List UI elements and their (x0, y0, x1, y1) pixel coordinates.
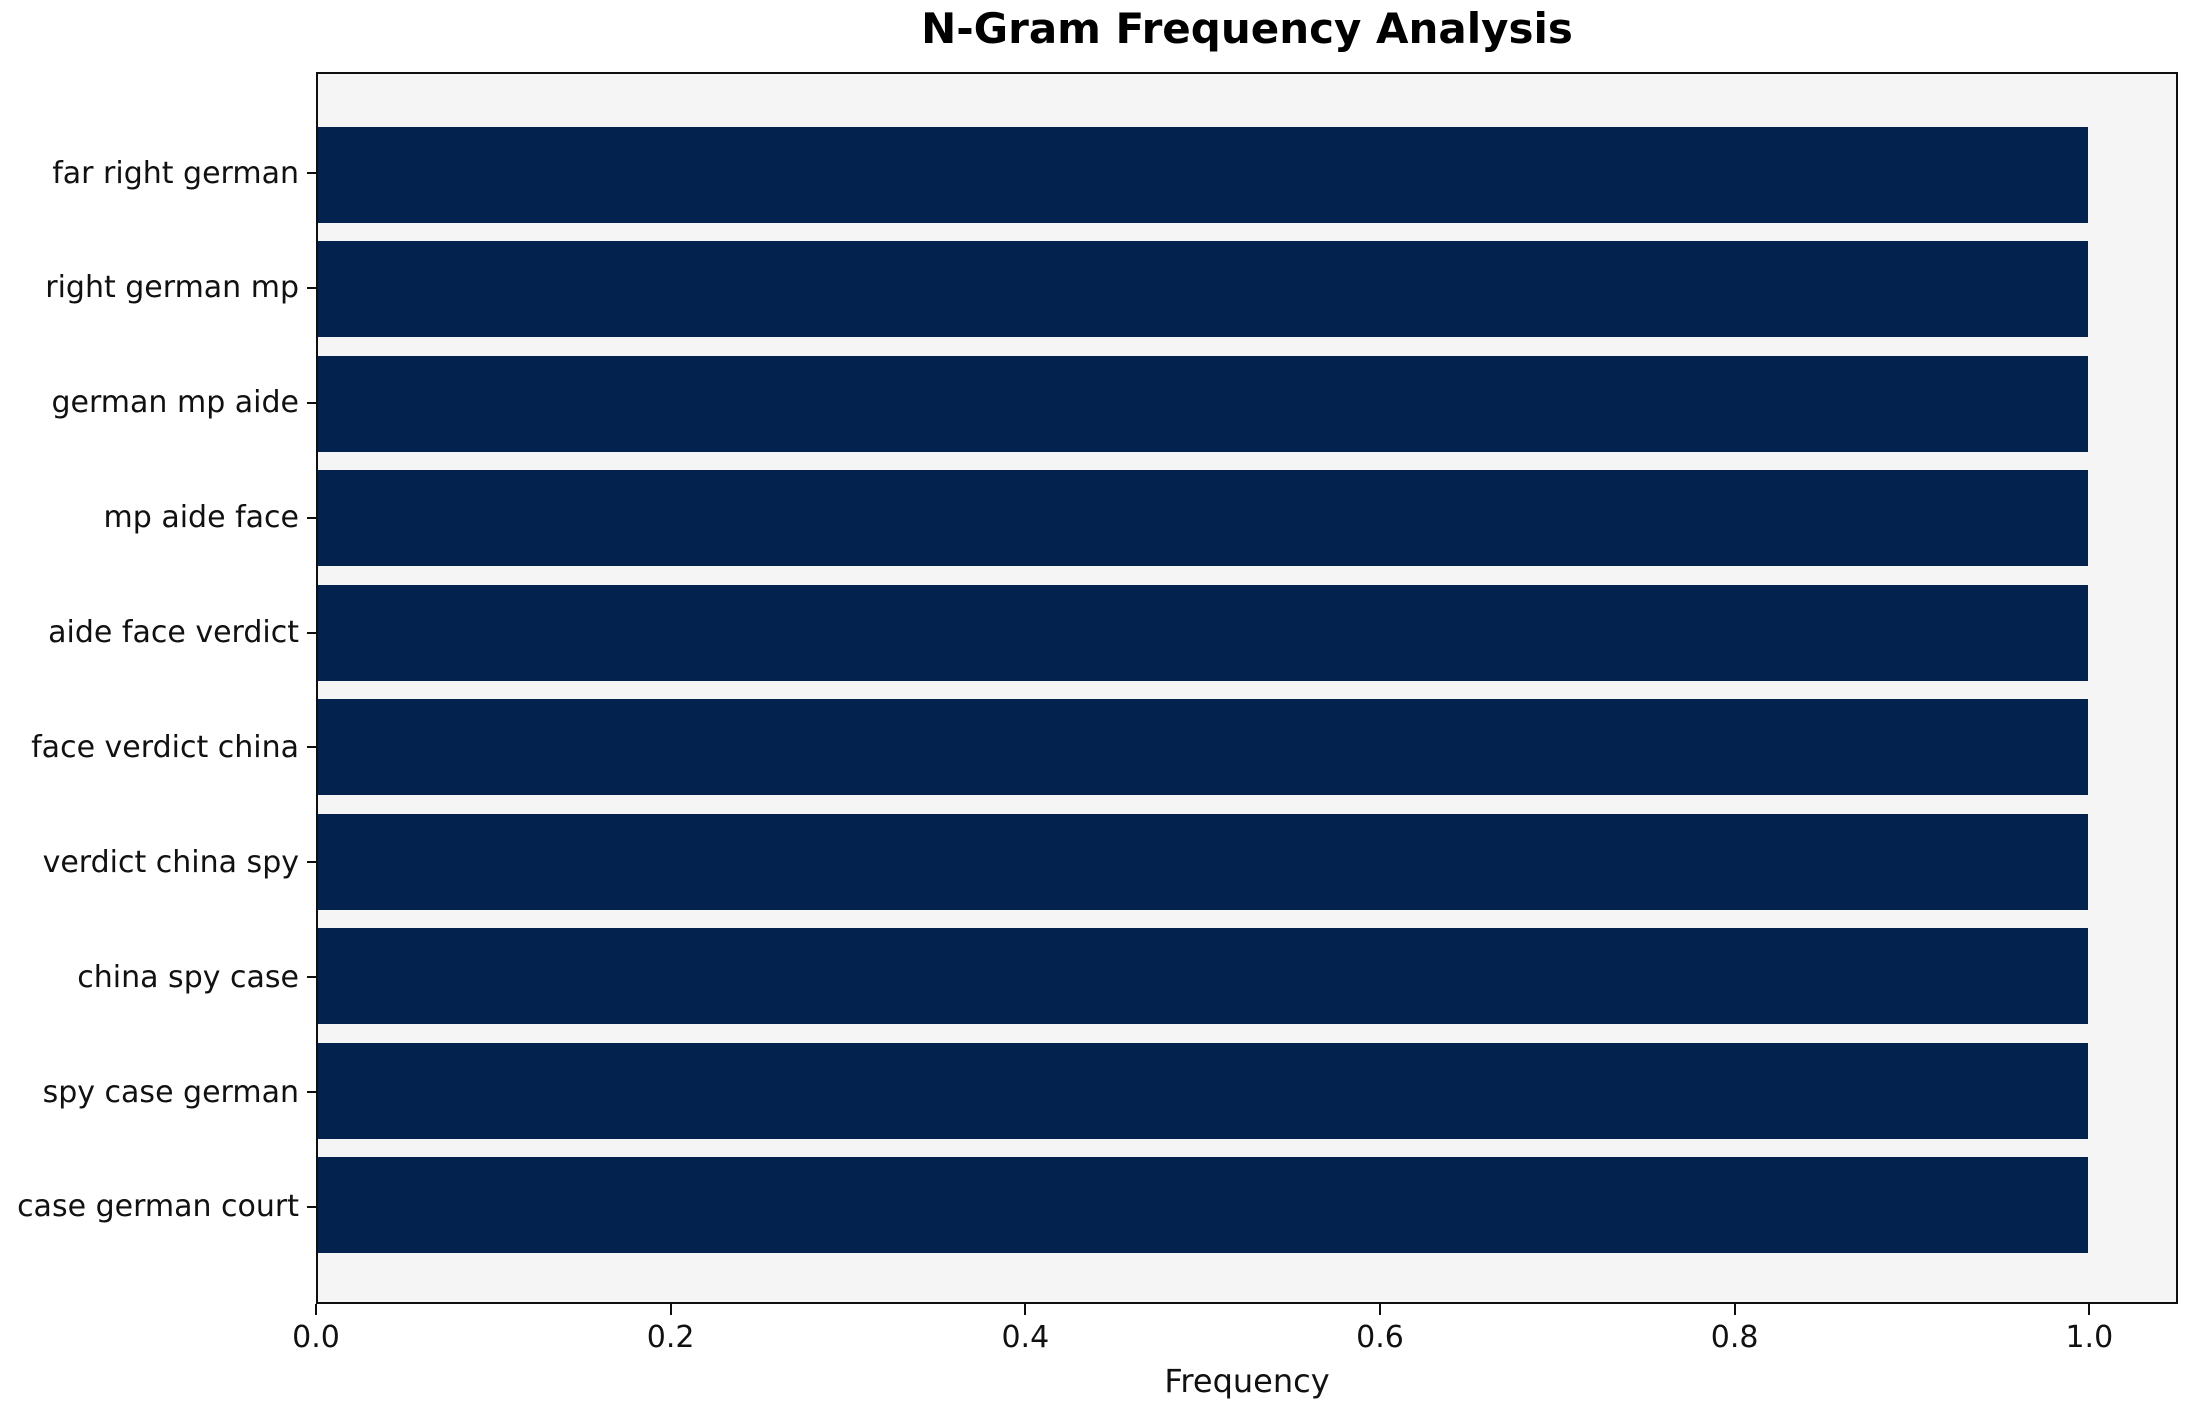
x-tick-mark (1733, 1304, 1736, 1315)
bar (318, 1042, 2088, 1139)
y-tick-mark (307, 976, 316, 979)
x-tick-label: 0.6 (1356, 1320, 1404, 1355)
bar (318, 699, 2088, 796)
bar-row (318, 699, 2176, 796)
x-tick-mark (2088, 1304, 2091, 1315)
x-tick-label: 0.8 (1710, 1320, 1759, 1355)
y-tick-label: right german mp (45, 270, 299, 306)
bar-row (318, 355, 2176, 452)
bar-row (318, 241, 2176, 338)
y-tick-label: case german court (17, 1189, 299, 1225)
y-tick-label: china spy case (77, 959, 299, 995)
y-tick-label: mp aide face (103, 500, 299, 536)
x-axis: 0.0 0.2 0.4 0.6 0.8 1.0 (292, 1304, 2178, 1412)
x-tick-label: 0.0 (292, 1320, 340, 1355)
bar (318, 584, 2088, 681)
bar (318, 928, 2088, 1025)
bar-row (318, 1156, 2176, 1253)
y-axis-labels: far right german right german mp german mp… (0, 72, 316, 1304)
y-tick-mark (307, 631, 316, 634)
y-tick-mark (307, 1091, 316, 1093)
y-label-row: spy case german (0, 1044, 316, 1140)
chart-title: N-Gram Frequency Analysis (921, 4, 1573, 53)
x-tick-mark (315, 1304, 317, 1315)
bar (318, 813, 2088, 910)
y-tick-label: far right german (52, 155, 299, 191)
y-tick-label: spy case german (42, 1074, 299, 1110)
bar-row (318, 813, 2176, 910)
y-label-row: face verdict china (0, 699, 316, 795)
bar (318, 1156, 2088, 1253)
y-label-row: verdict china spy (0, 814, 316, 910)
y-tick-mark (307, 746, 316, 749)
x-tick-mark (669, 1304, 672, 1315)
x-tick-label: 0.4 (1001, 1320, 1050, 1355)
bar-row (318, 928, 2176, 1025)
y-label-row: right german mp (0, 240, 316, 336)
y-tick-mark (307, 401, 316, 404)
y-label-row: aide face verdict (0, 585, 316, 681)
bar-row (318, 127, 2176, 223)
bar (318, 241, 2088, 338)
x-tick-label: 1.0 (2065, 1320, 2114, 1355)
x-tick-mark (1024, 1304, 1027, 1315)
y-tick-label: verdict china spy (42, 844, 299, 880)
y-label-row: far right german (0, 125, 316, 221)
y-tick-mark (307, 861, 316, 864)
bar-row (318, 1042, 2176, 1139)
bar-row (318, 470, 2176, 567)
y-tick-mark (307, 516, 316, 519)
x-tick-label: 0.2 (646, 1320, 695, 1355)
y-tick-mark (307, 286, 316, 289)
y-label-row: german mp aide (0, 355, 316, 451)
bar-rows (318, 74, 2176, 1302)
x-axis-title: Frequency (1164, 1362, 1330, 1400)
bar-row (318, 584, 2176, 681)
y-tick-label: face verdict china (31, 729, 299, 765)
y-label-row: mp aide face (0, 470, 316, 566)
bar (318, 355, 2088, 452)
y-tick-label: aide face verdict (48, 615, 299, 650)
y-label-row: china spy case (0, 929, 316, 1025)
x-tick-mark (1378, 1304, 1381, 1315)
y-tick-mark (307, 1205, 316, 1208)
y-label-row: case german court (0, 1159, 316, 1255)
y-tick-label: german mp aide (51, 385, 300, 421)
bar (318, 127, 2088, 223)
y-tick-mark (307, 172, 316, 174)
bar (318, 470, 2088, 567)
plot-area (316, 72, 2178, 1304)
